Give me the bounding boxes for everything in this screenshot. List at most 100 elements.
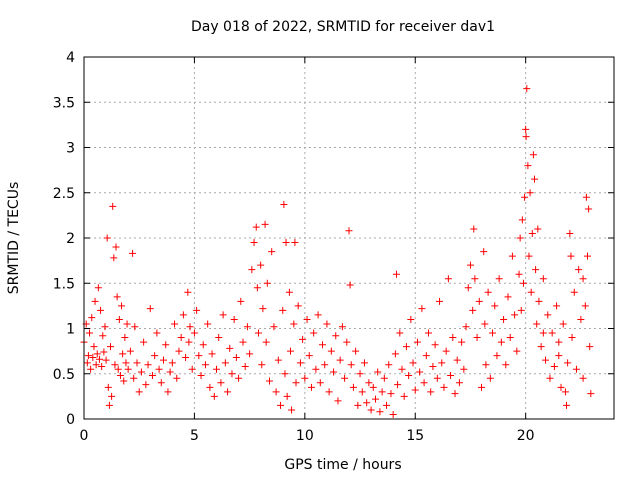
data-point <box>453 356 461 364</box>
data-point <box>458 338 466 346</box>
data-point <box>294 302 302 310</box>
data-point <box>440 383 448 391</box>
data-point <box>151 352 159 360</box>
data-point <box>129 249 137 257</box>
data-point <box>88 314 96 322</box>
data-point <box>579 275 587 283</box>
data-point <box>201 361 209 369</box>
data-point <box>511 311 519 319</box>
data-point <box>111 361 119 369</box>
data-point <box>190 329 198 337</box>
data-point <box>513 347 521 355</box>
data-point <box>91 297 99 305</box>
data-point <box>99 332 107 340</box>
data-point <box>502 361 510 369</box>
data-point <box>582 193 590 201</box>
data-point <box>199 341 207 349</box>
data-point <box>332 332 340 340</box>
data-point <box>86 329 94 337</box>
x-axis-label: GPS time / hours <box>284 457 401 473</box>
data-point <box>473 334 481 342</box>
data-point <box>584 252 591 260</box>
data-point <box>122 359 130 367</box>
data-point <box>261 220 269 228</box>
data-point <box>116 372 124 380</box>
axis-ticks: 0 5 10 15 20 0 0.5 1 1.5 2 2.5 3 3.5 4 <box>53 50 614 444</box>
data-point <box>566 229 574 237</box>
data-point <box>345 227 353 235</box>
data-point <box>162 341 170 349</box>
data-point <box>103 234 111 242</box>
data-point <box>546 374 554 382</box>
data-point <box>469 306 477 314</box>
data-point <box>527 288 535 296</box>
data-point <box>544 311 552 319</box>
data-point <box>110 254 118 262</box>
data-point <box>396 329 404 337</box>
data-point <box>484 288 492 296</box>
data-point <box>570 288 578 296</box>
data-point <box>495 275 503 283</box>
data-point <box>522 125 530 133</box>
data-point <box>105 401 113 409</box>
data-point <box>285 288 293 296</box>
data-point <box>250 239 258 247</box>
data-point <box>564 359 572 367</box>
data-point <box>533 320 541 328</box>
data-point <box>281 370 289 378</box>
x-tick-label: 10 <box>296 428 314 444</box>
data-point <box>413 338 421 346</box>
y-tick-label: 4 <box>66 50 75 66</box>
data-point <box>475 297 483 305</box>
data-point <box>177 334 185 342</box>
data-point <box>557 383 565 391</box>
data-point <box>581 302 589 310</box>
data-point <box>232 353 240 361</box>
data-point <box>175 347 183 355</box>
data-point <box>528 229 536 237</box>
y-tick-label: 0.5 <box>53 367 75 383</box>
data-point <box>119 350 127 358</box>
data-point <box>555 338 563 346</box>
data-point <box>95 355 103 363</box>
data-point <box>409 359 417 367</box>
data-point <box>109 202 117 210</box>
data-point <box>310 329 318 337</box>
data-point <box>279 306 287 314</box>
data-point <box>539 275 547 283</box>
data-point <box>548 329 556 337</box>
data-point <box>115 315 123 323</box>
data-point <box>319 341 326 349</box>
grid-lines <box>84 57 614 419</box>
data-point <box>237 297 245 305</box>
y-tick-label: 3.5 <box>53 95 75 111</box>
data-point <box>553 302 561 310</box>
data-point <box>504 293 512 301</box>
data-point <box>489 329 497 337</box>
data-point <box>274 356 282 364</box>
data-point <box>259 305 267 313</box>
data-point <box>262 338 270 346</box>
data-point <box>367 406 375 414</box>
data-point <box>568 334 576 342</box>
data-point <box>219 311 227 319</box>
data-point <box>330 368 338 376</box>
data-point <box>221 359 229 367</box>
data-point <box>252 223 260 231</box>
data-point <box>447 372 455 380</box>
y-tick-label: 0 <box>66 412 75 428</box>
data-point <box>235 374 243 382</box>
data-point <box>405 372 413 380</box>
data-point <box>323 320 331 328</box>
data-point <box>354 401 362 409</box>
data-point <box>442 347 450 355</box>
data-point <box>228 370 236 378</box>
y-tick-label: 2.5 <box>53 186 75 202</box>
data-point <box>363 399 371 407</box>
data-point <box>420 379 428 387</box>
data-point <box>182 353 190 361</box>
data-point <box>586 343 594 351</box>
data-point <box>296 359 304 367</box>
data-point <box>579 374 587 382</box>
data-point <box>407 315 415 323</box>
